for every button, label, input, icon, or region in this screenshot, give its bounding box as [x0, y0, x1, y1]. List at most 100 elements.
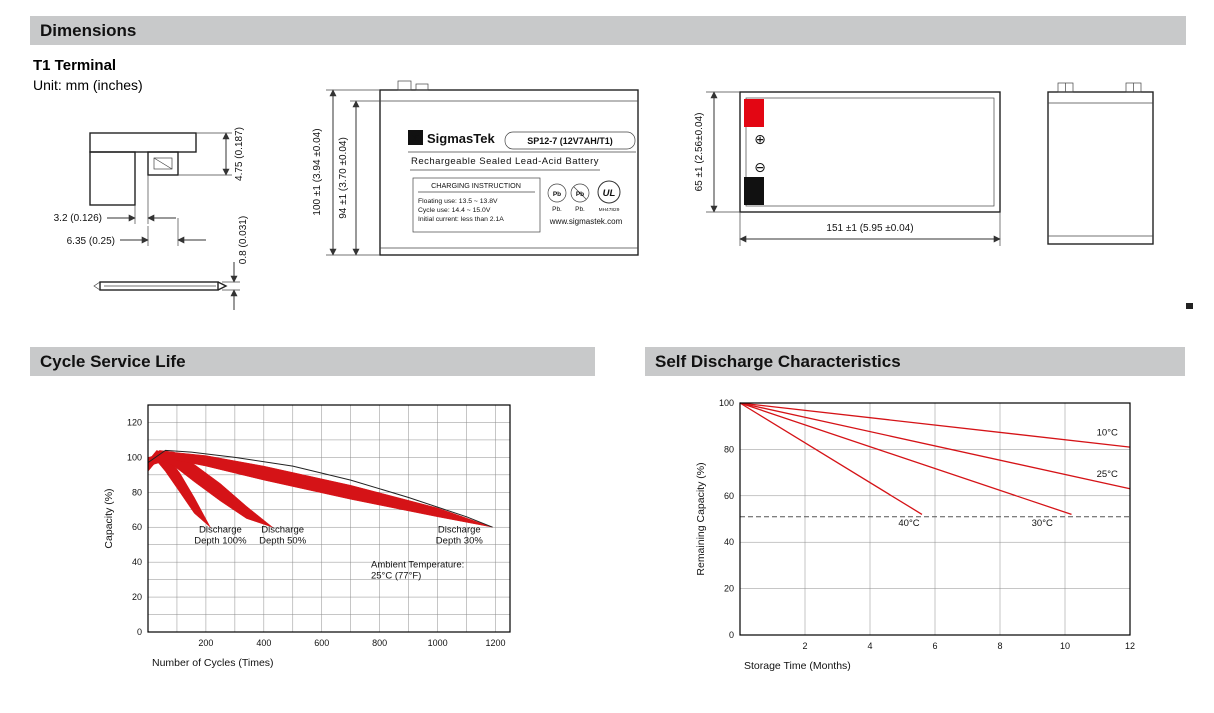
dim-label-tab-width: 6.35 (0.25) [67, 236, 115, 247]
battery-top-view: ⊕ ⊖ 65 ±1 (2.56±0.04) 151 ±1 (5.95 ±0.04… [694, 91, 1001, 246]
y-tick-label: 0 [137, 627, 142, 637]
plot-border [739, 402, 1131, 636]
y-tick-label: 20 [132, 592, 142, 602]
chart-annotation: 25°C [1097, 469, 1118, 480]
y-tick-label: 0 [729, 630, 734, 640]
ul-number: MH47829 [599, 207, 620, 213]
dim-label-total-height: 100 ±1 (3.94 ±0.04) [312, 128, 323, 215]
y-tick-label: 120 [127, 417, 142, 427]
dim-label-case-height: 94 ±1 (3.70 ±0.04) [338, 137, 349, 219]
unit-note: Unit: mm (inches) [33, 77, 143, 93]
self-discharge-chart: 2 4 6 8 10 12 0 20 40 60 80 100 10°C 25°C 40°C 30°C Stor… [695, 398, 1135, 672]
terminal-blade [99, 281, 219, 291]
charging-line2: Cycle use: 14.4 ~ 15.0V [418, 207, 491, 214]
chart-annotation: Ambient Temperature: 25°C (77°F) [371, 559, 464, 581]
y-tick-label: 40 [724, 537, 734, 547]
x-tick-label: 4 [867, 641, 872, 651]
sigmastek-logo-icon [408, 130, 423, 145]
y-axis-label: Capacity (%) [103, 488, 115, 548]
y-tick-label: 80 [132, 487, 142, 497]
side-view-outline [1047, 91, 1154, 245]
dim-label-offset: 3.2 (0.126) [54, 213, 102, 224]
x-tick-label: 600 [314, 638, 329, 648]
dim-label-width: 65 ±1 (2.56±0.04) [694, 113, 705, 192]
page-marker [1186, 303, 1193, 309]
positive-symbol: ⊕ [754, 132, 766, 148]
website-text: www.sigmastek.com [549, 217, 623, 226]
terminal-slot-diagonal [153, 157, 173, 170]
terminal-detail-drawing: 4.75 (0.187) 3.2 (0.126) 6.35 (0.25) 0 [54, 127, 249, 310]
y-tick-label: 40 [132, 557, 142, 567]
y-tick-label: 20 [724, 584, 734, 594]
logo-glyph: Σ [412, 133, 419, 145]
y-tick-label: 100 [127, 452, 142, 462]
chart-annotation: 40°C [898, 518, 919, 529]
cycle-service-life-chart: 200 400 600 800 1000 1200 0 20 40 60 80 100 120 Disch… [103, 404, 511, 669]
x-tick-label: 1200 [486, 638, 506, 648]
y-axis-label: Remaining Capacity (%) [695, 462, 707, 575]
pb-label-1: Pb. [552, 206, 562, 213]
negative-terminal-marker [744, 177, 764, 205]
battery-outline [379, 89, 639, 256]
series-envelope [147, 449, 493, 528]
series-30°C [739, 402, 1072, 516]
x-axis-label: Storage Time (Months) [744, 660, 851, 672]
dimension-drawings: 4.75 (0.187) 3.2 (0.126) 6.35 (0.25) 0 [54, 80, 1193, 310]
x-tick-label: 10 [1060, 641, 1070, 651]
front-terminal-tab-icon [397, 80, 412, 91]
x-tick-label: 800 [372, 638, 387, 648]
chart-annotation: Discharge Depth 50% [259, 524, 307, 546]
charging-line3: Initial current: less than 2.1A [418, 216, 504, 223]
y-tick-label: 80 [724, 444, 734, 454]
front-terminal-tab2-icon [415, 83, 429, 91]
chart-annotation: 10°C [1097, 427, 1118, 438]
dim-label-length: 151 ±1 (5.95 ±0.04) [826, 223, 913, 234]
section-title: Cycle Service Life [40, 352, 186, 371]
model-box [504, 131, 636, 150]
chart-annotation: 30°C [1032, 518, 1053, 529]
plot-border [147, 404, 511, 633]
battery-side-view [1047, 82, 1154, 245]
x-tick-label: 12 [1125, 641, 1135, 651]
model-text: SP12-7 (12V7AH/T1) [527, 136, 613, 146]
x-tick-label: 6 [932, 641, 937, 651]
x-tick-label: 8 [997, 641, 1002, 651]
ul-text: UL [603, 188, 616, 199]
series-40°C [739, 402, 923, 515]
x-tick-label: 200 [198, 638, 213, 648]
section-title: Dimensions [40, 21, 137, 40]
positive-terminal-marker [744, 99, 764, 127]
chart-annotation: Discharge Depth 100% [194, 524, 247, 546]
terminal-slab [89, 132, 197, 153]
x-tick-label: 2 [802, 641, 807, 651]
y-tick-label: 100 [719, 398, 734, 408]
terminal-type-heading: T1 Terminal [33, 57, 117, 74]
pb-label-2: Pb. [575, 206, 585, 213]
terminal-tab [147, 151, 179, 176]
dim-label-thickness: 0.8 (0.031) [238, 216, 249, 264]
charging-title: CHARGING INSTRUCTION [431, 181, 521, 190]
ul-mark-icon [597, 180, 621, 204]
pb-icon-text: Pb [553, 191, 561, 198]
charging-instruction-box [412, 177, 541, 233]
dim-label-tab-height: 4.75 (0.187) [234, 127, 245, 181]
pb-icon2-text: Pb [576, 191, 584, 198]
y-tick-label: 60 [724, 491, 734, 501]
brand-text: SigmasTek [427, 131, 495, 146]
pb-recycle-icon [547, 183, 567, 203]
section-header-cycle-life: Cycle Service Life [30, 347, 595, 376]
negative-symbol: ⊖ [754, 160, 766, 176]
section-title: Self Discharge Characteristics [655, 352, 901, 371]
x-axis-label: Number of Cycles (Times) [152, 657, 274, 669]
top-view-inner [745, 97, 995, 207]
series-10°C [739, 402, 1131, 448]
section-header-dimensions: Dimensions [30, 16, 1186, 45]
terminal-post [89, 151, 136, 206]
series-Discharge Depth 30% [147, 451, 493, 528]
battery-subtitle: Rechargeable Sealed Lead-Acid Battery [411, 156, 599, 167]
y-tick-label: 60 [132, 522, 142, 532]
charging-line1: Floating use: 13.5 ~ 13.8V [418, 198, 498, 205]
terminal-slot [153, 157, 173, 170]
section-header-self-discharge: Self Discharge Characteristics [645, 347, 1185, 376]
